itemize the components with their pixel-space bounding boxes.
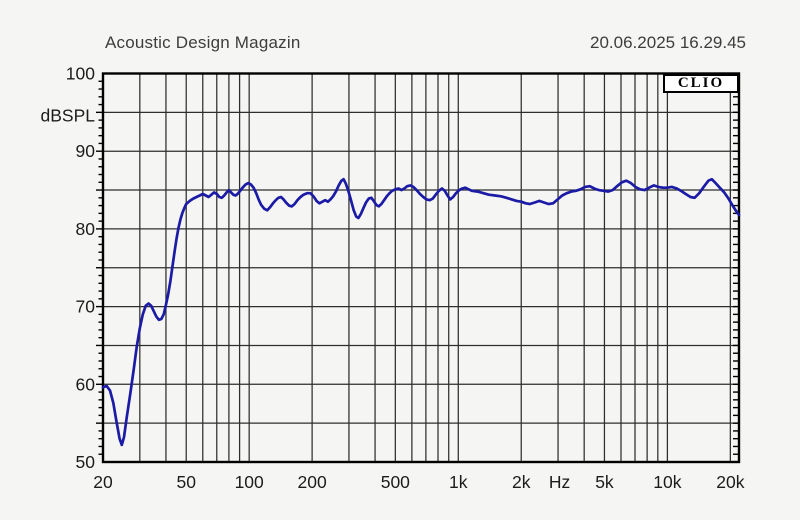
timestamp: 20.06.2025 16.29.45 [590,33,746,52]
x-tick-label: 5k [595,472,614,492]
x-tick-label: 100 [235,472,264,492]
y-tick-label: 90 [76,141,96,161]
x-tick-label: 500 [381,472,410,492]
x-tick-label: 10k [653,472,681,492]
x-tick-label: 50 [176,472,196,492]
x-tick-label: 200 [298,472,327,492]
y-axis-unit-label: dBSPL [41,105,96,125]
x-tick-label: 20k [716,472,744,492]
plot-frame [101,72,741,464]
y-tick-label: 70 [76,297,96,317]
x-tick-label: 1k [449,472,468,492]
response-curve [101,177,741,447]
x-tick-label: 20 [93,472,113,492]
y-tick-label: 60 [76,374,96,394]
chart-title: Acoustic Design Magazin [105,33,301,52]
y-tick-label: 80 [76,219,96,239]
x-tick-label: 2k [512,472,531,492]
x-tick-label: Hz [549,472,570,492]
clio-logo: CLIO [663,74,739,93]
y-tick-label: 100 [66,64,95,84]
y-tick-label: 50 [76,452,96,472]
